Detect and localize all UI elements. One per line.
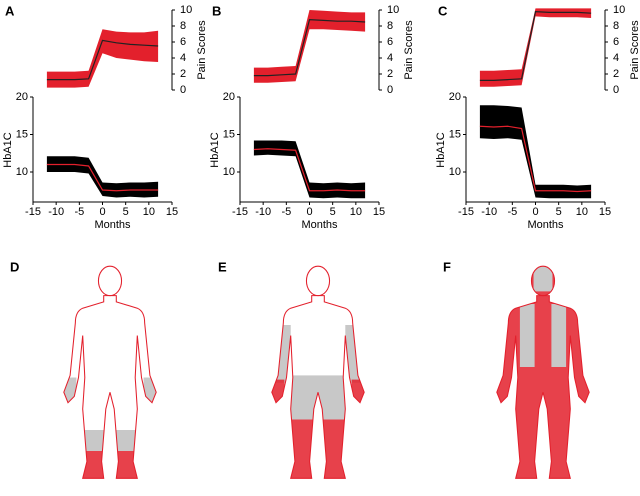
y-tick-label: 15	[16, 128, 28, 140]
mean-line	[46, 163, 159, 192]
y2-tick-label: 0	[613, 84, 619, 96]
body-maps	[63, 265, 590, 479]
x-tick-label: -10	[48, 206, 64, 218]
x-axis-label: Months	[527, 219, 564, 231]
panel-label: B	[212, 3, 221, 18]
band	[46, 156, 159, 198]
y2-tick-label: 4	[180, 52, 186, 64]
panel-label: F	[443, 259, 451, 274]
y-axis-label: HbA1C	[435, 132, 447, 168]
y2-tick-label: 2	[180, 68, 186, 80]
x-tick-label: -15	[25, 206, 41, 218]
band	[479, 105, 592, 199]
x-tick-label: -5	[281, 206, 291, 218]
x-tick-label: 5	[556, 206, 562, 218]
body-map-d	[63, 265, 157, 479]
y2-axis-label: Pain Scores	[403, 20, 415, 80]
x-tick-label: 0	[306, 206, 312, 218]
y2-tick-label: 10	[387, 4, 399, 16]
x-axis-label: Months	[301, 219, 338, 231]
x-tick-label: 10	[576, 206, 588, 218]
y2-tick-label: 6	[180, 36, 186, 48]
y2-tick-label: 8	[613, 20, 619, 32]
mean-line	[253, 148, 366, 192]
y2-tick-label: 10	[180, 4, 192, 16]
panel-label: E	[218, 259, 227, 274]
x-axis-label: Months	[94, 219, 131, 231]
y2-tick-label: 4	[613, 52, 619, 64]
band	[253, 10, 366, 83]
y-tick-label: 10	[16, 166, 28, 178]
y-tick-label: 10	[449, 166, 461, 178]
x-tick-label: 10	[350, 206, 362, 218]
panel-label: C	[438, 3, 448, 18]
x-tick-label: 15	[599, 206, 611, 218]
x-tick-label: -10	[481, 206, 497, 218]
y2-tick-label: 2	[387, 68, 393, 80]
y-tick-label: 15	[223, 128, 235, 140]
x-tick-label: 10	[143, 206, 155, 218]
x-tick-label: -15	[232, 206, 248, 218]
y2-tick-label: 8	[387, 20, 393, 32]
y2-tick-label: 6	[387, 36, 393, 48]
x-tick-label: 0	[532, 206, 538, 218]
y2-tick-label: 4	[387, 52, 393, 64]
band	[253, 140, 366, 199]
x-tick-label: -5	[74, 206, 84, 218]
x-tick-label: 0	[99, 206, 105, 218]
panel-label: D	[10, 259, 19, 274]
mean-line	[479, 10, 592, 81]
y2-axis-label: Pain Scores	[629, 20, 640, 80]
y-tick-label: 20	[223, 91, 235, 103]
y2-tick-label: 6	[613, 36, 619, 48]
x-tick-label: 5	[330, 206, 336, 218]
y2-tick-label: 2	[613, 68, 619, 80]
x-tick-label: 15	[166, 206, 178, 218]
band	[479, 8, 592, 87]
y-axis-label: HbA1C	[2, 132, 14, 168]
y2-tick-label: 0	[180, 84, 186, 96]
x-tick-label: -10	[255, 206, 271, 218]
band	[46, 29, 159, 88]
y2-tick-label: 10	[613, 4, 625, 16]
y2-tick-label: 0	[387, 84, 393, 96]
mean-line	[46, 39, 159, 81]
mean-line	[479, 125, 592, 193]
y2-axis-label: Pain Scores	[196, 20, 208, 80]
y-axis-label: HbA1C	[209, 132, 221, 168]
y-tick-label: 20	[449, 91, 461, 103]
x-tick-label: 5	[123, 206, 129, 218]
y-tick-label: 10	[223, 166, 235, 178]
body-map-f	[496, 265, 590, 479]
y-tick-label: 15	[449, 128, 461, 140]
body-map-e	[271, 265, 365, 479]
panel-label: A	[5, 3, 15, 18]
mean-line	[253, 18, 366, 77]
x-tick-label: 15	[373, 206, 385, 218]
x-tick-label: -15	[458, 206, 474, 218]
x-tick-label: -5	[507, 206, 517, 218]
y-tick-label: 20	[16, 91, 28, 103]
y2-tick-label: 8	[180, 20, 186, 32]
